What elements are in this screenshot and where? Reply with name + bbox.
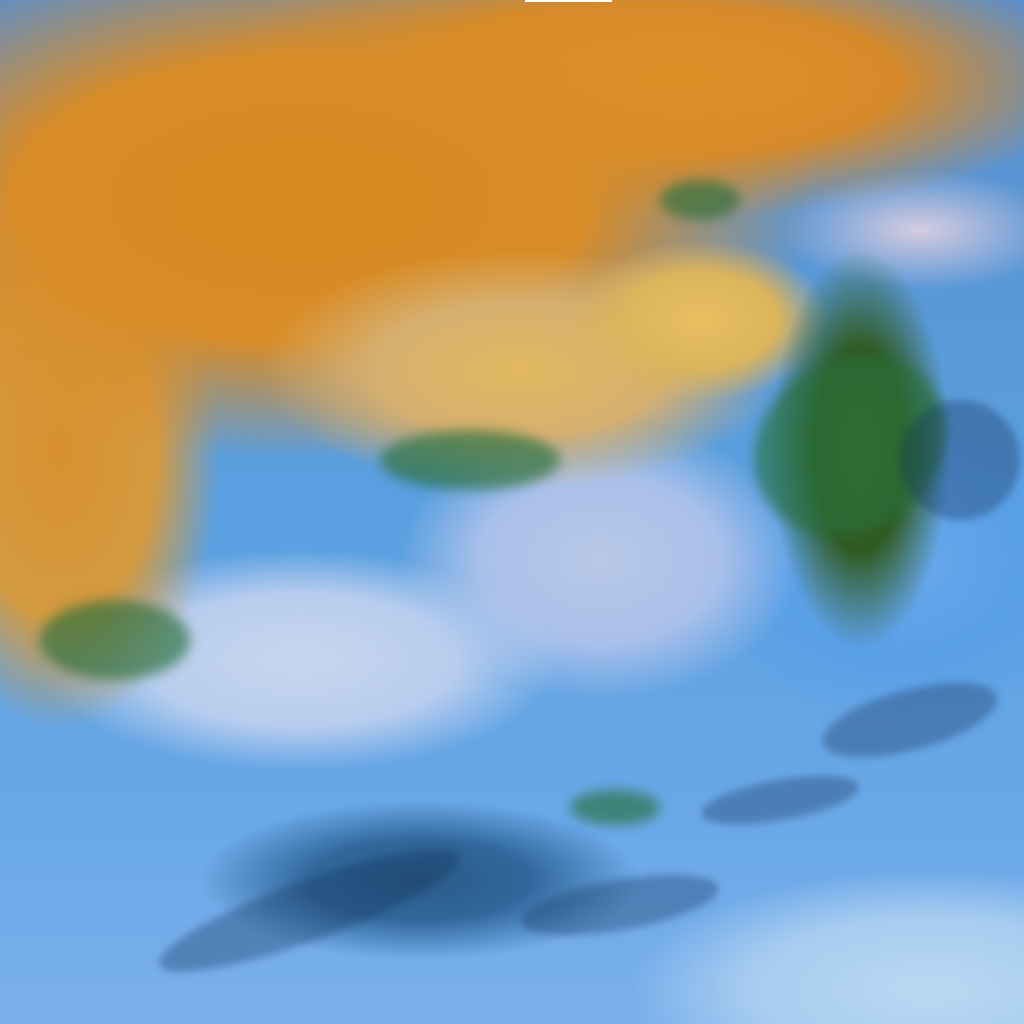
cloud-edge-green [380,430,560,490]
cloud-edge-green [570,790,660,825]
cloud-edge-green [40,600,190,680]
cloud-shadow [815,667,1005,773]
cloud-shadow [517,863,723,947]
cloud-shadow [697,766,863,834]
cloud-shadow [900,400,1020,520]
cloud-edge-green [660,180,740,220]
image-edge-artifact [525,0,612,2]
cloud-shadow [149,827,471,993]
